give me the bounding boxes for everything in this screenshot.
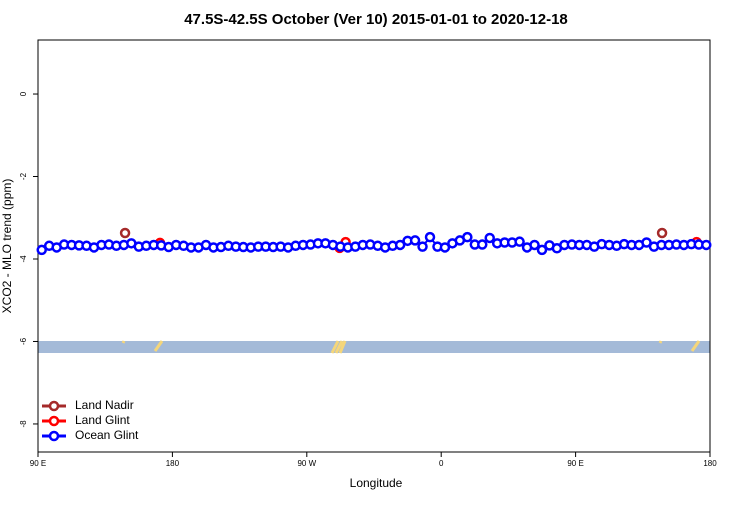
point bbox=[394, 239, 406, 251]
legend-label: Land Nadir bbox=[75, 398, 134, 412]
point bbox=[656, 227, 668, 239]
point bbox=[36, 244, 47, 256]
point bbox=[424, 231, 436, 243]
x-tick-label: 180 bbox=[703, 459, 717, 468]
band-marks bbox=[121, 340, 701, 354]
legend-label: Ocean Glint bbox=[75, 428, 139, 442]
y-tick-label: -4 bbox=[19, 255, 28, 263]
y-axis-label: XCO2 - MLO trend (ppm) bbox=[0, 179, 14, 314]
point bbox=[641, 237, 652, 248]
x-tick-label: 90 E bbox=[567, 459, 583, 468]
x-tick-label: 90 E bbox=[30, 459, 46, 468]
y-tick-label: -6 bbox=[19, 337, 28, 345]
point bbox=[701, 239, 712, 251]
point bbox=[514, 236, 525, 247]
point bbox=[417, 241, 428, 252]
band bbox=[38, 341, 710, 353]
coverage-band bbox=[38, 340, 710, 354]
point bbox=[439, 242, 451, 253]
point bbox=[536, 244, 548, 256]
point bbox=[477, 239, 488, 250]
legend-label: Land Glint bbox=[75, 413, 130, 427]
point bbox=[409, 235, 421, 246]
point bbox=[484, 232, 495, 244]
chart-title: 47.5S-42.5S October (Ver 10) 2015-01-01 … bbox=[184, 11, 568, 28]
legend-marker bbox=[48, 415, 60, 427]
y-tick-label: 0 bbox=[19, 91, 28, 96]
point bbox=[462, 231, 473, 243]
y-tick-label: -8 bbox=[19, 420, 28, 428]
point bbox=[529, 239, 540, 251]
legend-marker bbox=[48, 400, 60, 412]
x-axis-label: Longitude bbox=[350, 476, 403, 490]
legend-marker bbox=[48, 430, 60, 442]
x-tick-label: 90 W bbox=[297, 459, 316, 468]
x-tick-label: 0 bbox=[439, 459, 444, 468]
y-tick-label: -2 bbox=[19, 172, 28, 180]
x-tick-label: 180 bbox=[166, 459, 180, 468]
point bbox=[119, 227, 131, 239]
